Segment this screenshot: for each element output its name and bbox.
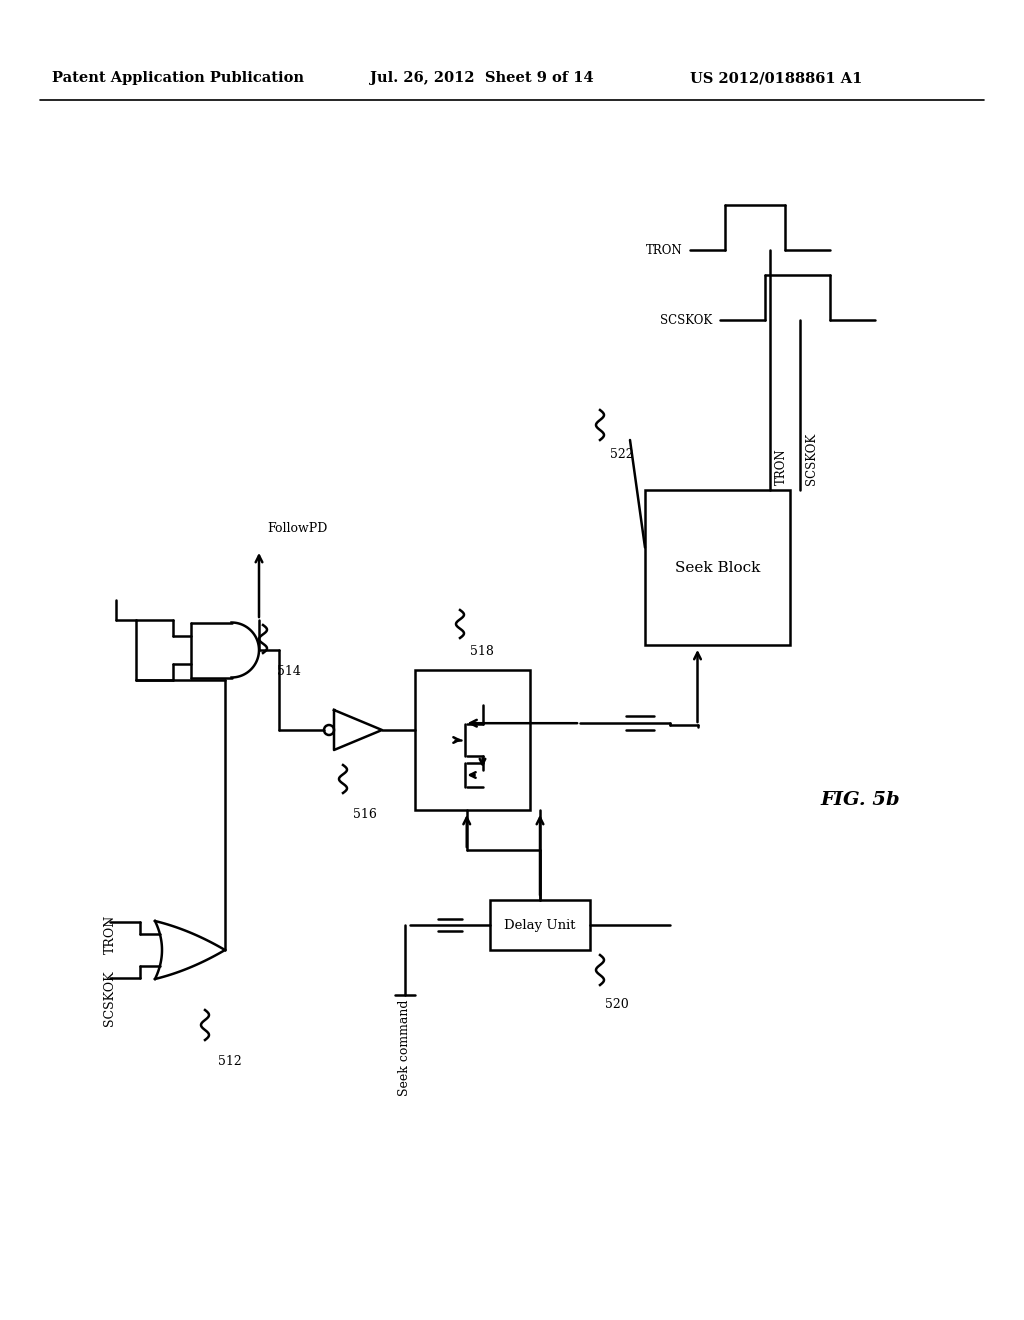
Text: TRON: TRON [645,243,682,256]
Text: US 2012/0188861 A1: US 2012/0188861 A1 [690,71,862,84]
Text: 514: 514 [278,665,301,678]
Text: Delay Unit: Delay Unit [504,919,575,932]
Bar [490,900,590,950]
Circle shape [324,725,334,735]
Text: Patent Application Publication: Patent Application Publication [52,71,304,84]
Text: 516: 516 [353,808,377,821]
Text: SCSKOK: SCSKOK [103,970,117,1026]
Text: TRON: TRON [103,915,117,954]
Text: SCSKOK: SCSKOK [659,314,712,326]
Bar [415,671,530,810]
Text: FollowPD: FollowPD [267,521,328,535]
Text: 518: 518 [470,645,494,657]
Text: Seek Block: Seek Block [675,561,760,574]
Text: Seek command: Seek command [398,1001,412,1097]
Text: TRON: TRON [775,449,788,484]
Text: 522: 522 [610,447,634,461]
Text: 512: 512 [218,1055,242,1068]
Text: FIG. 5b: FIG. 5b [820,791,900,809]
Text: SCSKOK: SCSKOK [805,433,818,484]
Text: Jul. 26, 2012  Sheet 9 of 14: Jul. 26, 2012 Sheet 9 of 14 [370,71,594,84]
Bar [645,490,790,645]
Text: 520: 520 [605,998,629,1011]
